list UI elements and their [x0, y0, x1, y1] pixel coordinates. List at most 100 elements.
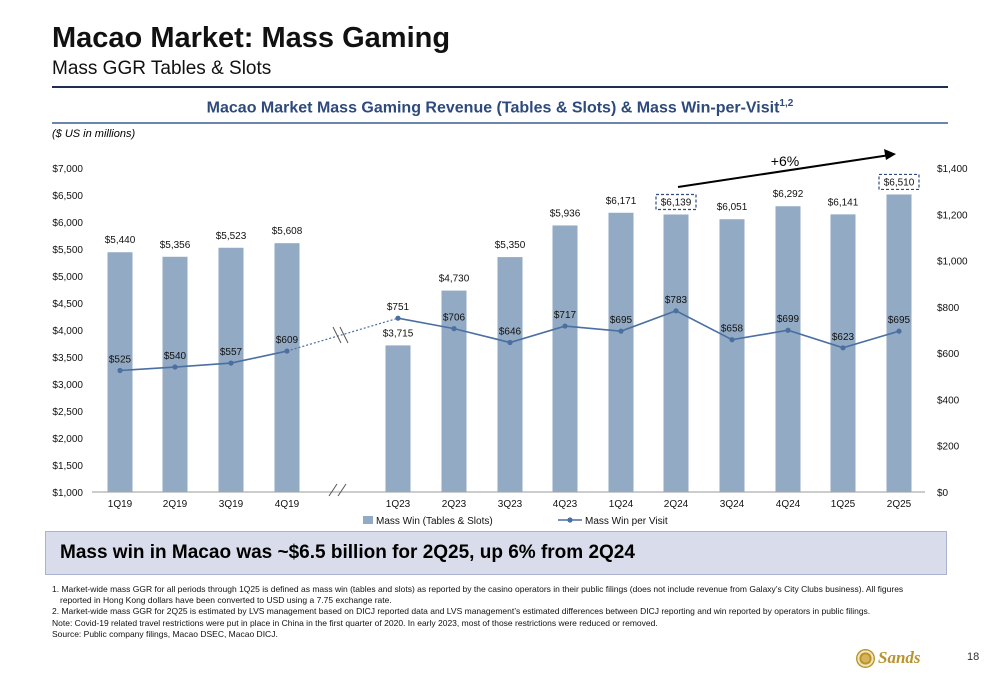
- page-title: Macao Market: Mass Gaming: [52, 22, 451, 54]
- footnotes: 1. Market-wide mass GGR for all periods …: [52, 584, 957, 640]
- highlight-box: [655, 193, 697, 211]
- line-point: [284, 348, 290, 354]
- line-win-per-visit-post-covid: [397, 309, 900, 349]
- line-point: [117, 367, 123, 374]
- bar-data-label: $3,715: [383, 328, 414, 339]
- left-axis-tick-label: $5,000: [52, 272, 83, 283]
- left-axis-tick-label: $5,500: [52, 245, 83, 256]
- left-axis-tick-label: $2,000: [52, 434, 83, 445]
- right-axis-tick-label: $400: [937, 395, 960, 406]
- line-point: [673, 308, 679, 314]
- x-axis-tick-label: 2Q24: [664, 499, 689, 510]
- bar-mass-win: [497, 257, 523, 492]
- left-axis-tick-label: $3,000: [52, 380, 83, 391]
- line-data-label: $695: [610, 315, 633, 326]
- x-axis-tick-label: 4Q19: [275, 499, 300, 510]
- bar-mass-win: [775, 206, 801, 492]
- x-axis-tick-label: 2Q25: [887, 499, 912, 510]
- line-axis-break-mark: [339, 326, 349, 344]
- bar-data-label: $5,356: [160, 240, 191, 251]
- line-point: [562, 323, 568, 329]
- page-number: 18: [967, 651, 980, 663]
- callout-text: Mass win in Macao was ~$6.5 billion for …: [60, 542, 635, 563]
- sands-logo-mark-icon: [856, 649, 875, 668]
- x-axis-tick-label: 1Q19: [108, 499, 133, 510]
- bar-data-label: $6,171: [606, 196, 637, 207]
- line-point: [172, 364, 178, 370]
- right-axis-tick-label: $1,200: [937, 210, 968, 221]
- chart-title-divider: [52, 122, 948, 124]
- line-point: [729, 337, 735, 343]
- line-axis-break-mark: [332, 326, 342, 344]
- growth-arrow-line: [677, 154, 891, 188]
- left-axis-tick-label: $1,000: [52, 488, 83, 499]
- line-point: [785, 327, 791, 333]
- right-axis-tick-label: $1,000: [937, 257, 968, 268]
- line-point: [618, 328, 624, 334]
- legend-label-mass-win: Mass Win (Tables & Slots): [376, 516, 493, 527]
- x-axis-tick-label: 3Q19: [219, 499, 244, 510]
- title-divider: [52, 86, 948, 88]
- x-axis-tick-label: 4Q23: [553, 499, 578, 510]
- bar-mass-win: [218, 247, 244, 492]
- bar-data-label: $4,730: [439, 274, 470, 285]
- footnote-2: 2. Market-wide mass GGR for 2Q25 is esti…: [52, 606, 871, 617]
- line-win-per-visit-pre-covid: [119, 350, 288, 372]
- bar-mass-win: [886, 194, 912, 492]
- right-axis-tick-label: $800: [937, 303, 960, 314]
- bar-mass-win: [162, 256, 188, 492]
- legend-swatch-mass-win: [363, 516, 373, 524]
- x-axis-tick-label: 2Q19: [163, 499, 188, 510]
- footnote-1-continued: reported in Hong Kong dollars have been …: [60, 595, 392, 606]
- bar-data-label: $6,141: [828, 197, 859, 208]
- units-note: ($ US in millions): [52, 128, 136, 140]
- bar-data-label: $5,350: [495, 240, 526, 251]
- x-axis-tick-label: 3Q23: [498, 499, 523, 510]
- chart-title: Macao Market Mass Gaming Revenue (Tables…: [206, 98, 794, 117]
- left-axis-tick-label: $4,500: [52, 299, 83, 310]
- bar-data-label: $6,139: [661, 197, 692, 208]
- source-note: Source: Public company filings, Macao DS…: [52, 628, 278, 639]
- key-takeaway-callout: Mass win in Macao was ~$6.5 billion for …: [45, 531, 947, 575]
- right-axis-tick-label: $200: [937, 442, 960, 453]
- growth-arrow-head: [884, 149, 896, 160]
- line-point: [451, 326, 457, 332]
- line-data-label: $525: [109, 355, 132, 366]
- bar-data-label: $6,292: [773, 189, 804, 200]
- x-axis-tick-label: 2Q23: [442, 499, 467, 510]
- line-point: [896, 328, 902, 334]
- left-axis-tick-label: $3,500: [52, 353, 83, 364]
- page-subtitle: Mass GGR Tables & Slots: [52, 58, 272, 79]
- bar-data-label: $6,510: [884, 177, 915, 188]
- bar-data-label: $5,440: [105, 235, 136, 246]
- line-win-per-visit-gap: [286, 317, 399, 352]
- bar-mass-win: [608, 212, 634, 493]
- sands-logo-text: Sands: [878, 648, 921, 667]
- legend-marker-win-per-visit: [567, 517, 573, 523]
- x-axis-tick-label: 4Q24: [776, 499, 801, 510]
- line-data-label: $706: [443, 313, 466, 324]
- x-axis-tick-label: 1Q25: [831, 499, 856, 510]
- left-axis-tick-label: $1,500: [52, 461, 83, 472]
- bar-mass-win: [830, 214, 856, 493]
- line-data-label: $623: [832, 332, 855, 343]
- line-point: [228, 360, 234, 366]
- bar-mass-win: [385, 345, 411, 492]
- right-axis-tick-label: $0: [937, 488, 949, 499]
- line-data-label: $609: [276, 335, 299, 346]
- left-axis-tick-label: $2,500: [52, 407, 83, 418]
- bar-mass-win: [552, 225, 578, 492]
- bar-data-label: $5,523: [216, 231, 247, 242]
- bar-mass-win: [719, 219, 745, 492]
- sands-logo: Sands: [856, 648, 942, 668]
- bar-data-label: $6,051: [717, 202, 748, 213]
- bar-mass-win: [441, 290, 467, 492]
- line-data-label: $557: [220, 347, 243, 358]
- x-axis-tick-label: 1Q23: [386, 499, 411, 510]
- footnote-1: 1. Market-wide mass GGR for all periods …: [52, 584, 904, 594]
- line-data-label: $751: [387, 302, 410, 313]
- bar-data-label: $5,608: [272, 226, 303, 237]
- line-data-label: $540: [164, 351, 187, 362]
- bar-mass-win: [663, 214, 689, 492]
- right-axis-tick-label: $1,400: [937, 164, 968, 175]
